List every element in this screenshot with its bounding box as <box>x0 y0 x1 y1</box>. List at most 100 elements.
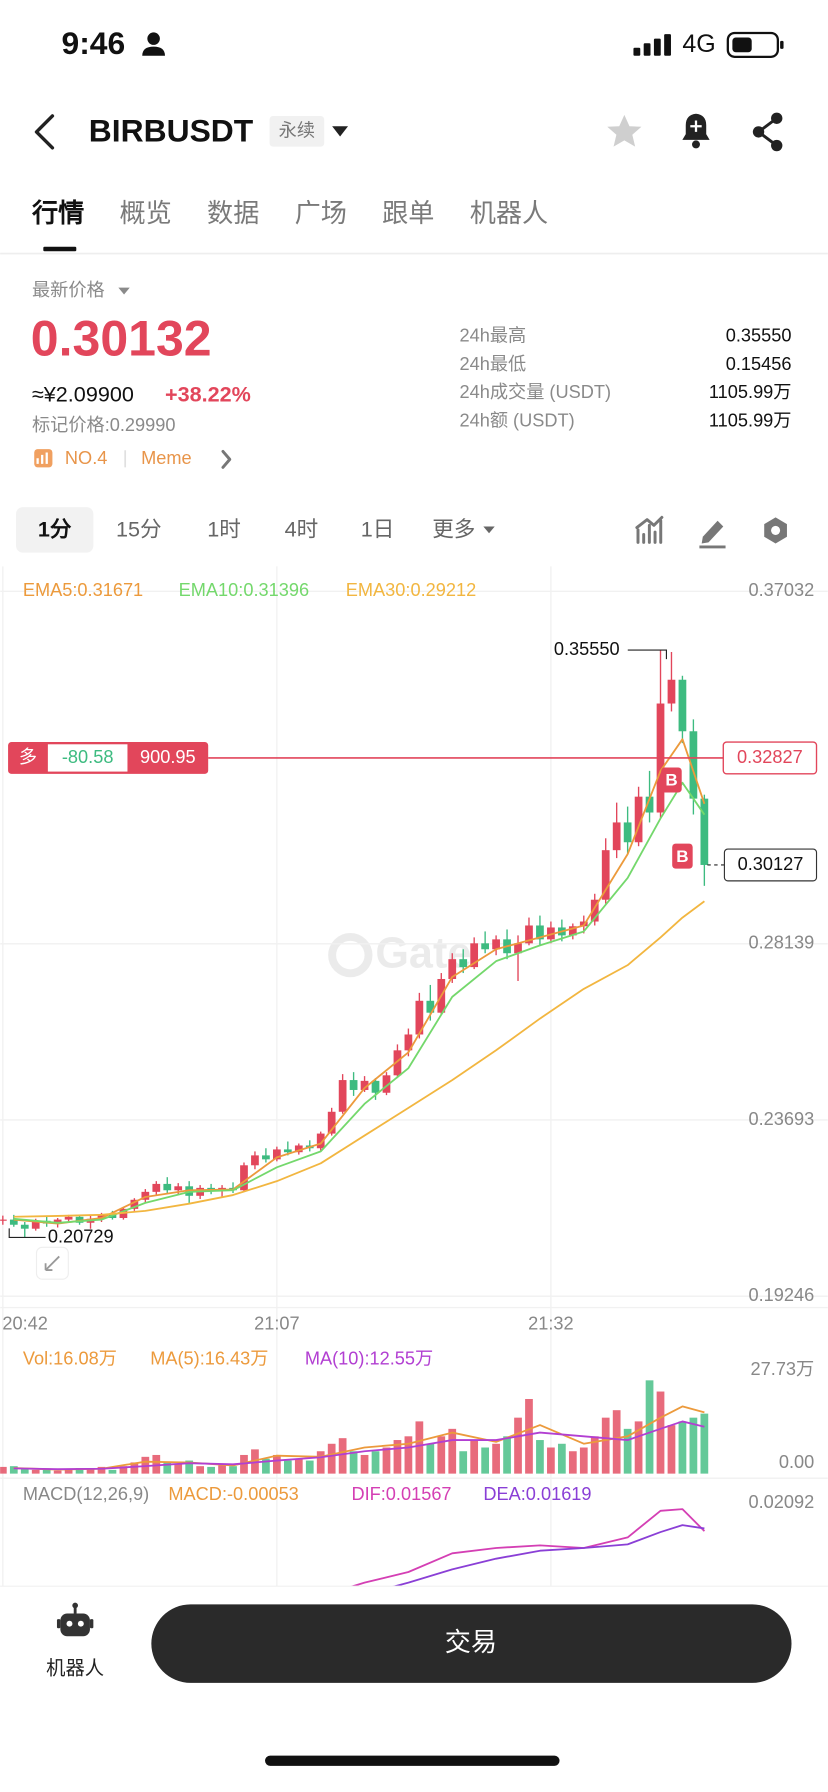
mark-price: 标记价格:0.29990 <box>32 415 176 435</box>
alert-button[interactable] <box>682 113 710 149</box>
position-pnl: -80.58 <box>62 747 114 767</box>
indicator-button[interactable] <box>635 515 664 544</box>
home-indicator <box>265 1755 560 1766</box>
candle-body <box>634 796 643 843</box>
volume-bar <box>590 1436 599 1474</box>
tab-underline <box>43 246 77 252</box>
robot-label[interactable]: 机器人 <box>46 1657 104 1679</box>
candle-body <box>130 1199 139 1209</box>
symbol[interactable]: BIRBUSDT <box>89 112 254 148</box>
interval[interactable]: 15分 <box>116 517 162 542</box>
settings-button[interactable] <box>764 517 787 544</box>
volume-bar <box>459 1451 468 1474</box>
robot-button[interactable]: 机器人 <box>46 1602 104 1680</box>
candle-body <box>481 943 490 950</box>
share-button[interactable] <box>752 112 783 152</box>
chart-tools <box>635 515 787 549</box>
volume-bar <box>294 1458 303 1474</box>
tab-bar: 行情 概览 数据 广场 跟单 机器人 <box>31 198 548 228</box>
candle-body <box>174 1186 183 1191</box>
current-price: 0.30127 <box>738 854 804 874</box>
tab[interactable]: 广场 <box>295 198 347 228</box>
candle-body <box>514 943 522 954</box>
draw-button[interactable] <box>699 520 726 549</box>
candle-body <box>645 796 654 813</box>
volume-bar <box>108 1469 117 1474</box>
candle-body <box>459 959 468 968</box>
price-label: 最新价格 <box>32 280 105 300</box>
candle-body <box>426 1000 435 1013</box>
interval[interactable]: 4时 <box>285 517 319 542</box>
interval[interactable]: 更多 <box>432 517 475 542</box>
candle-body <box>404 1034 413 1051</box>
price-dropdown[interactable] <box>118 287 130 295</box>
candle-body <box>64 1216 73 1220</box>
candle-body <box>316 1133 325 1149</box>
trade-marker-label: B <box>676 847 688 866</box>
kline-chart[interactable]: Gate 0.37032 0.28139 0.23693 0.19246 0.35550… <box>0 566 828 1613</box>
volume-bar <box>601 1417 610 1474</box>
back-button[interactable] <box>34 114 55 150</box>
candle-body <box>470 943 479 968</box>
candle-body <box>273 1149 281 1160</box>
interval[interactable]: 1日 <box>361 517 395 542</box>
candle-body <box>623 822 632 843</box>
volume-bar <box>437 1436 446 1474</box>
volume-bar <box>251 1449 259 1474</box>
candle-body <box>547 927 555 940</box>
volume-bar <box>656 1391 665 1474</box>
tab[interactable]: 机器人 <box>470 198 548 228</box>
candle-body <box>612 822 621 851</box>
volume-bar <box>525 1398 533 1474</box>
sector[interactable]: Meme <box>141 448 192 468</box>
volume-bar <box>20 1468 29 1474</box>
status-time: 9:46 <box>62 25 126 61</box>
interval[interactable]: 1分 <box>38 517 72 542</box>
tab[interactable]: 数据 <box>207 198 259 228</box>
candle-body <box>525 925 533 944</box>
interval[interactable]: 1时 <box>207 517 241 542</box>
symbol-dropdown[interactable] <box>332 126 349 137</box>
y-tick-label: 0.19246 <box>748 1285 814 1305</box>
volume-bar <box>9 1466 18 1474</box>
candle-body <box>393 1050 402 1076</box>
stat-label: 24h成交量 (USDT) <box>459 382 611 402</box>
macd-histogram-label: MACD:-0.00053 <box>168 1484 298 1504</box>
volume-bar <box>262 1458 270 1474</box>
volume-bar <box>174 1464 183 1474</box>
volume-bar <box>689 1417 698 1474</box>
y-tick-label: 0.02092 <box>748 1492 814 1512</box>
indicator-line <box>13 1405 705 1471</box>
trade-button[interactable]: 交易 <box>151 1604 792 1683</box>
candle-body <box>327 1111 336 1134</box>
candle-body <box>667 679 676 704</box>
indicator-line <box>13 900 705 1218</box>
volume-bar <box>382 1447 391 1474</box>
volume-bar <box>53 1470 62 1474</box>
stat-value: 1105.99万 <box>709 411 792 431</box>
indicator-line <box>391 1524 705 1587</box>
more-dropdown[interactable] <box>483 526 495 534</box>
favorite-button[interactable] <box>607 114 642 147</box>
volume-bar <box>470 1440 479 1474</box>
trade-marker <box>672 843 693 869</box>
tab[interactable]: 跟单 <box>382 198 434 228</box>
legend-entry: EMA5:0.31671 <box>23 580 143 600</box>
candle-body <box>152 1183 161 1192</box>
y-tick-label: 0.28139 <box>748 933 814 953</box>
trade-marker-label: B <box>665 771 677 790</box>
candle-body <box>31 1220 40 1229</box>
stat-value: 0.35550 <box>726 325 792 345</box>
volume-bar <box>163 1462 172 1474</box>
tab[interactable]: 行情 <box>31 198 84 228</box>
candle-body <box>240 1165 248 1191</box>
volume-bar <box>349 1451 358 1474</box>
tab[interactable]: 概览 <box>120 198 172 228</box>
rank[interactable]: NO.4 <box>65 448 107 468</box>
legend-entry: EMA10:0.31396 <box>179 580 309 600</box>
trade-label[interactable]: 交易 <box>445 1627 497 1657</box>
legend-entry: EMA30:0.29212 <box>346 580 476 600</box>
volume-bar <box>634 1421 643 1474</box>
legend-entry: DIF:0.01567 <box>351 1484 451 1504</box>
